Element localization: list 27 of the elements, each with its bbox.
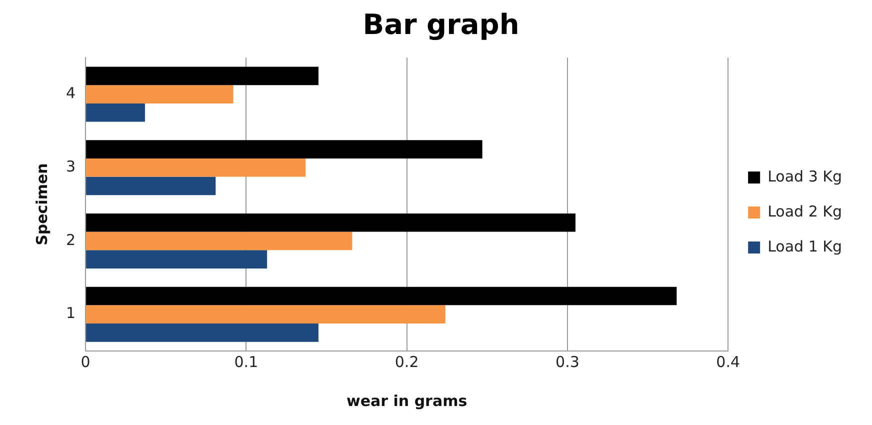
x-tick-label: 0 [80, 352, 90, 371]
legend-label: Load 1 Kg [768, 237, 842, 256]
bar [86, 250, 268, 268]
bar [86, 103, 145, 122]
bar [86, 176, 216, 196]
y-tick-label: 3 [66, 158, 76, 176]
bar [86, 140, 482, 158]
bar [86, 85, 234, 104]
x-tick-label: 0.3 [556, 352, 580, 371]
bar [86, 213, 576, 232]
x-tick-label: 0.2 [394, 352, 419, 371]
bar [86, 232, 352, 250]
bar [86, 158, 306, 177]
bar [86, 305, 446, 324]
bar [86, 66, 318, 86]
x-axis-title: wear in grams [346, 392, 468, 410]
x-tick-label: 0.1 [234, 352, 258, 371]
y-tick-label: 4 [66, 84, 76, 102]
x-tick-label: 0.4 [716, 352, 740, 371]
legend-label: Load 2 Kg [768, 202, 842, 220]
bar [86, 323, 318, 342]
bar [86, 286, 677, 306]
y-axis-title: Specimen [32, 163, 51, 246]
chart-title: Bar graph [362, 8, 520, 42]
legend-label: Load 3 Kg [768, 167, 842, 186]
y-tick-label: 2 [66, 230, 76, 249]
y-tick-label: 1 [66, 304, 76, 322]
